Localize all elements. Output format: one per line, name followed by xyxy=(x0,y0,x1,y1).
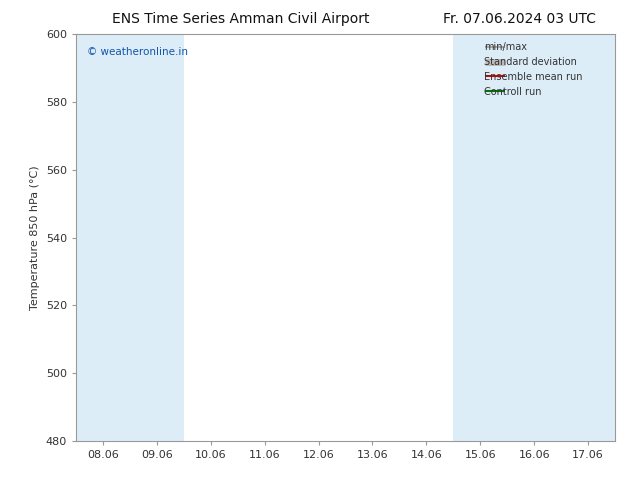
Bar xyxy=(561,34,615,441)
Y-axis label: Temperature 850 hPa (°C): Temperature 850 hPa (°C) xyxy=(30,165,40,310)
Legend: min/max, Standard deviation, Ensemble mean run, Controll run: min/max, Standard deviation, Ensemble me… xyxy=(482,39,610,99)
Text: Fr. 07.06.2024 03 UTC: Fr. 07.06.2024 03 UTC xyxy=(443,12,597,26)
Bar xyxy=(507,34,561,441)
Bar xyxy=(130,34,184,441)
Text: ENS Time Series Amman Civil Airport: ENS Time Series Amman Civil Airport xyxy=(112,12,370,26)
Bar xyxy=(76,34,130,441)
Bar xyxy=(453,34,507,441)
Text: © weatheronline.in: © weatheronline.in xyxy=(87,47,188,56)
